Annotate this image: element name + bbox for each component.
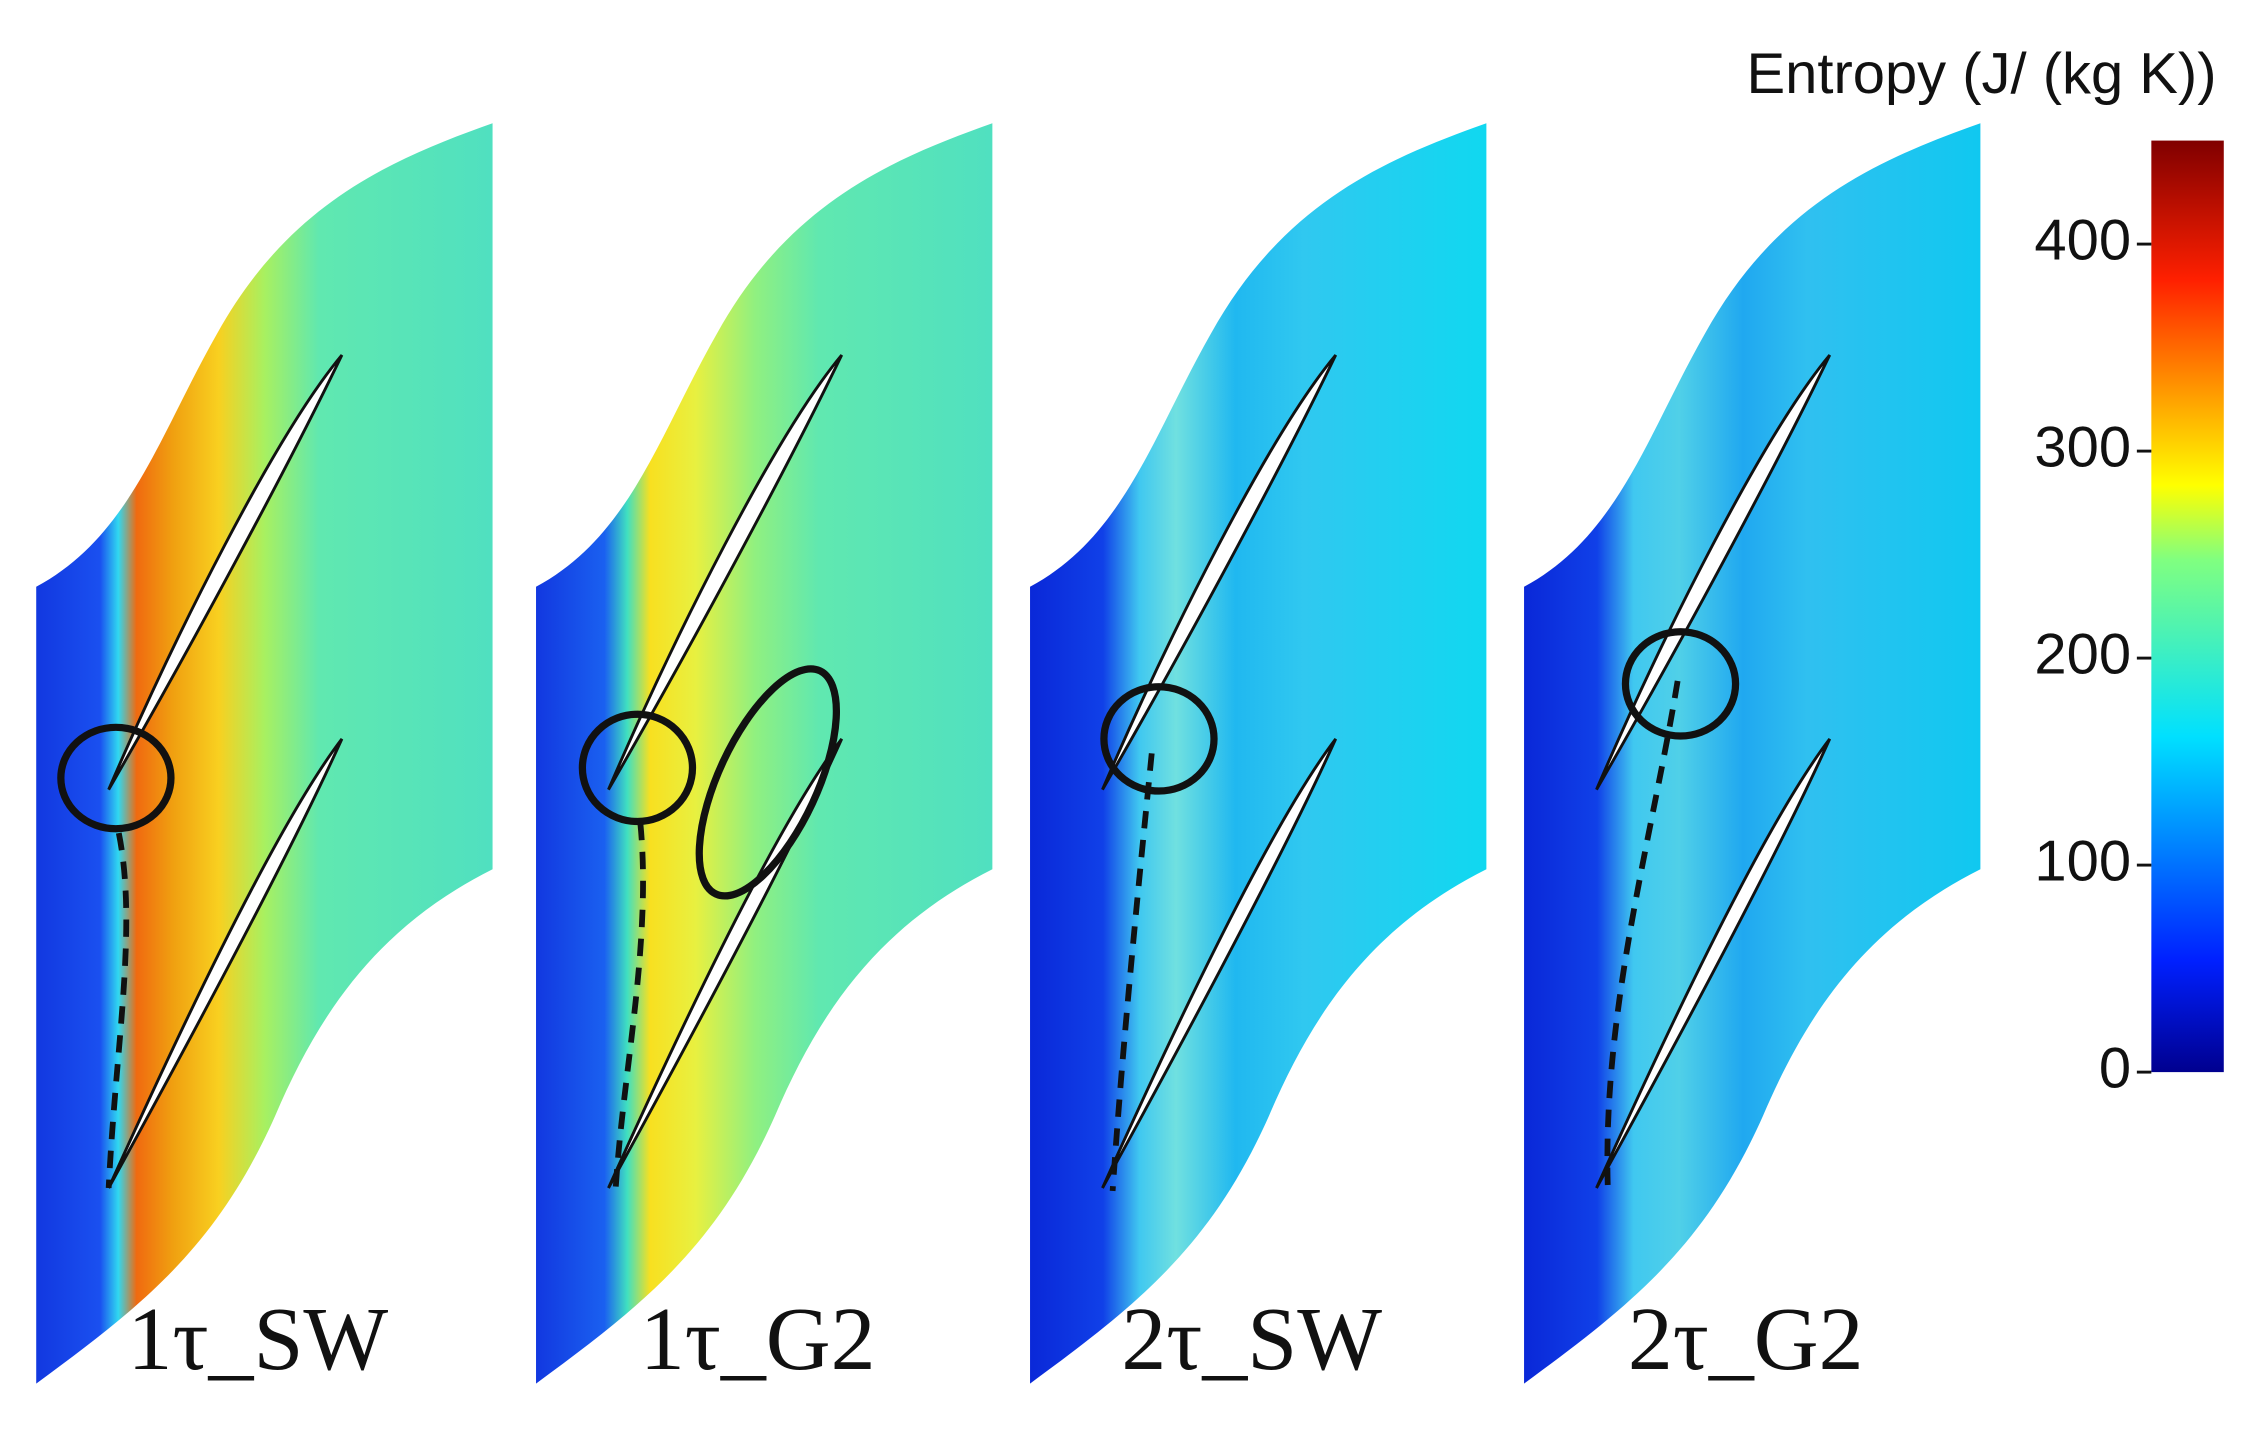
blade [107, 738, 344, 1189]
panel-label: 1τ_SW [128, 1290, 389, 1389]
contour-field [36, 123, 493, 1384]
contour-panel: 2τ_G2 [1524, 123, 1981, 1389]
panel-label: 2τ_G2 [1628, 1290, 1864, 1389]
colorbar-tick-label: 200 [2034, 622, 2131, 686]
highlight-ellipse [57, 723, 175, 833]
highlight-ellipse [578, 710, 697, 826]
contour-panel: 2τ_SW [1030, 123, 1487, 1389]
blade [1101, 738, 1338, 1189]
highlight-ellipse [695, 665, 841, 900]
blade [1101, 354, 1338, 791]
contour-field [536, 123, 993, 1384]
panel-label: 1τ_G2 [640, 1290, 876, 1389]
contour-field [1524, 123, 1981, 1384]
colorbar-tick-label: 100 [2034, 829, 2131, 893]
highlight-ellipse [1621, 628, 1740, 740]
dashed-line [105, 832, 130, 1189]
highlight-ellipse [1100, 683, 1218, 795]
colorbar-tick-label: 300 [2034, 415, 2131, 479]
blade [607, 354, 844, 791]
blade [107, 354, 344, 791]
colorbar-tick-label: 0 [2099, 1036, 2131, 1100]
blade [1595, 738, 1832, 1189]
dashed-line [1604, 680, 1681, 1196]
panel-label: 2τ_SW [1121, 1290, 1382, 1389]
contour-panel: 1τ_G2 [536, 123, 993, 1389]
dashed-line [1109, 753, 1155, 1192]
colorbar-title: Entropy (J/ (kg K)) [1746, 42, 2216, 106]
contour-field [1030, 123, 1487, 1384]
colorbar-tick-label: 400 [2034, 208, 2131, 272]
contour-panel: 1τ_SW [36, 123, 493, 1389]
dashed-line [612, 822, 646, 1189]
panels: 1τ_SW 1τ_G2 2τ_SW 2τ_G2 [36, 123, 1981, 1389]
colorbar: Entropy (J/ (kg K)) 0 100 200 300 400 [1746, 42, 2224, 1100]
colorbar-scale [2151, 140, 2224, 1073]
